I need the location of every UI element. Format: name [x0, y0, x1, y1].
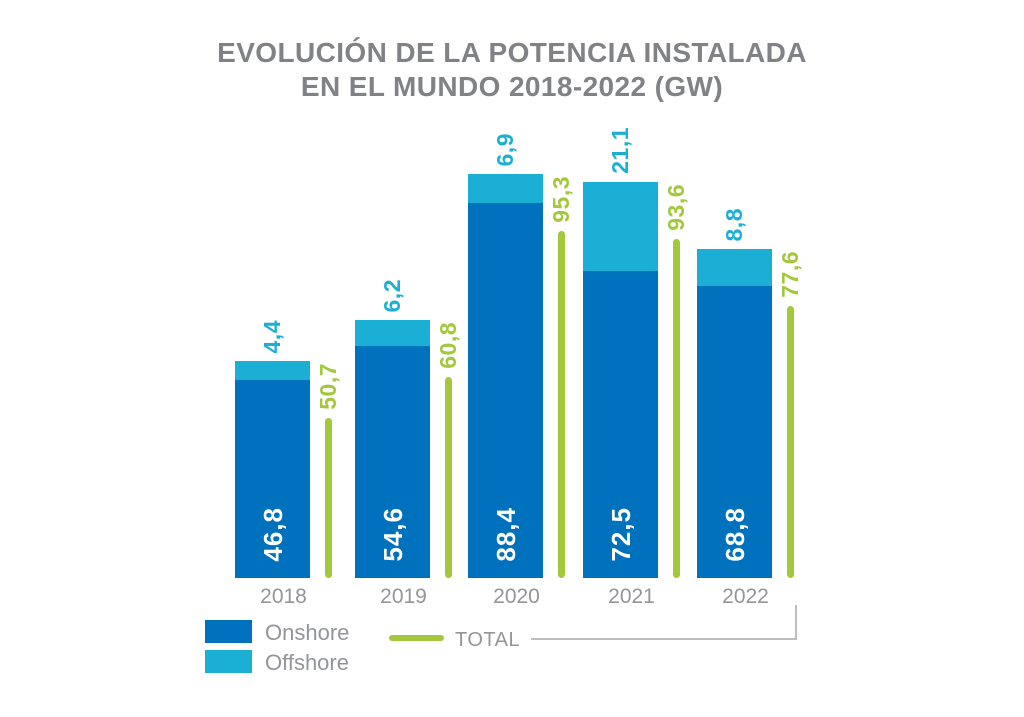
total-annotation-2020: 95,3 — [548, 176, 576, 578]
offshore-value-label-wrap: 21,1 — [583, 127, 658, 174]
total-line — [673, 238, 680, 578]
year-label-2020: 2020 — [493, 585, 540, 608]
total-value-label: 95,3 — [548, 176, 574, 223]
chart-title-line2: EN EL MUNDO 2018-2022 (GW) — [300, 71, 724, 102]
offshore-segment — [583, 182, 658, 271]
legend-connector-vertical-line — [795, 605, 797, 640]
offshore-value-label-wrap: 8,8 — [697, 208, 772, 241]
total-value-label: 77,6 — [777, 251, 803, 298]
year-label-2019: 2019 — [380, 585, 427, 608]
total-value-label: 50,7 — [315, 363, 341, 410]
offshore-value-label: 6,2 — [379, 278, 405, 312]
chart-title: EVOLUCIÓN DE LA POTENCIA INSTALADA EN EL… — [0, 36, 1024, 104]
legend-connector-horizontal-line — [531, 638, 797, 640]
total-value-label: 60,8 — [435, 322, 461, 369]
onshore-segment: 68,8 — [697, 286, 772, 578]
legend-onshore-swatch — [205, 620, 252, 643]
onshore-value-label: 88,4 — [490, 507, 521, 562]
legend-onshore-label: Onshore — [265, 620, 350, 645]
offshore-segment — [468, 174, 543, 203]
total-line — [325, 417, 332, 578]
offshore-segment — [355, 320, 430, 346]
bar-group-2022: 68,8 — [697, 249, 772, 578]
bar-group-2021: 72,5 — [583, 182, 658, 578]
total-line — [445, 376, 452, 578]
offshore-segment — [697, 249, 772, 286]
bar-group-2020: 88,4 — [468, 174, 543, 578]
total-line — [558, 230, 565, 578]
bar-group-2018: 46,8 — [235, 361, 310, 578]
offshore-segment — [235, 361, 310, 380]
onshore-segment: 46,8 — [235, 380, 310, 578]
bar-group-2019: 54,6 — [355, 320, 430, 578]
onshore-segment: 88,4 — [468, 203, 543, 578]
onshore-value-label: 54,6 — [377, 507, 408, 562]
offshore-value-label-wrap: 4,4 — [235, 320, 310, 353]
offshore-value-label: 6,9 — [492, 132, 518, 166]
onshore-value-label: 46,8 — [257, 507, 288, 562]
offshore-value-label-wrap: 6,2 — [355, 279, 430, 312]
legend-offshore-swatch — [205, 650, 252, 673]
offshore-value-label: 8,8 — [721, 207, 747, 241]
offshore-value-label: 4,4 — [259, 319, 285, 353]
total-line — [787, 305, 794, 578]
legend-total-swatch — [389, 635, 444, 641]
offshore-value-label: 21,1 — [607, 127, 633, 174]
offshore-value-label-wrap: 6,9 — [468, 133, 543, 166]
onshore-segment: 72,5 — [583, 271, 658, 578]
total-annotation-2018: 50,7 — [315, 363, 343, 578]
total-value-label: 93,6 — [663, 184, 689, 231]
total-annotation-2022: 77,6 — [777, 251, 805, 578]
year-label-2022: 2022 — [722, 585, 769, 608]
total-annotation-2021: 93,6 — [663, 184, 691, 578]
legend-offshore-label: Offshore — [265, 650, 349, 675]
onshore-segment: 54,6 — [355, 346, 430, 578]
year-label-2021: 2021 — [608, 585, 655, 608]
chart-title-line1: EVOLUCIÓN DE LA POTENCIA INSTALADA — [217, 37, 807, 68]
onshore-value-label: 72,5 — [605, 507, 636, 562]
legend-total-label: TOTAL — [455, 629, 521, 651]
total-annotation-2019: 60,8 — [435, 322, 463, 578]
onshore-value-label: 68,8 — [719, 507, 750, 562]
year-label-2018: 2018 — [260, 585, 307, 608]
